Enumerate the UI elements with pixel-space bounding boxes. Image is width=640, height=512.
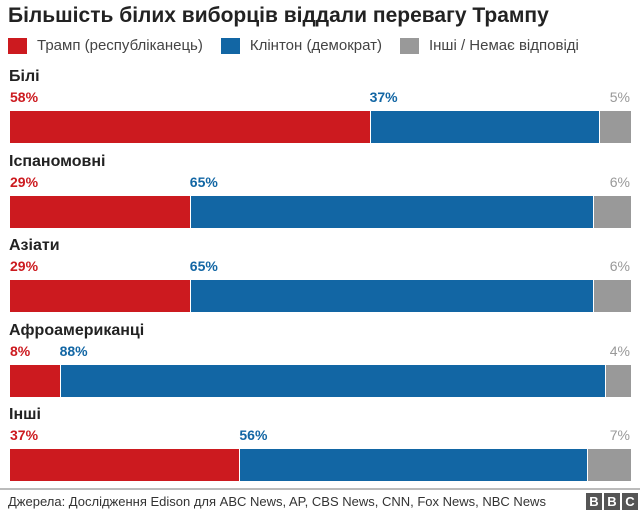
value-label-2: 7% bbox=[609, 427, 630, 443]
value-label-0: 29% bbox=[10, 173, 39, 190]
value-label-1: 88% bbox=[59, 342, 88, 359]
chart-title: Більшість білих виборців віддали переваг… bbox=[8, 4, 549, 27]
value-label-2: 6% bbox=[609, 173, 630, 190]
bar-segment-0 bbox=[10, 449, 240, 481]
legend-swatch bbox=[399, 37, 419, 54]
bbc-logo-letter: B bbox=[604, 493, 620, 510]
bar-segment-0 bbox=[10, 195, 190, 228]
legend-item-clinton: Клінтон (демократ) bbox=[220, 37, 382, 54]
value-label-1: 56% bbox=[239, 427, 268, 443]
legend-item-trump: Трамп (республіканець) bbox=[8, 37, 203, 54]
bar-segment-0 bbox=[10, 364, 60, 397]
bbc-logo-letter: B bbox=[586, 493, 602, 510]
bar-segment-1 bbox=[59, 364, 607, 397]
bar-segment-2 bbox=[599, 111, 631, 143]
bar-segment-2 bbox=[592, 280, 631, 312]
bbc-logo: B B C bbox=[586, 493, 638, 510]
legend-label: Інші / Немає відповіді bbox=[428, 37, 579, 54]
legend-swatch bbox=[220, 37, 240, 54]
value-label-2: 4% bbox=[609, 342, 630, 359]
value-label-1: 65% bbox=[189, 258, 218, 274]
bar-segment-1 bbox=[189, 280, 594, 312]
source-note: Джерела: Дослідження Edison для ABC News… bbox=[8, 494, 546, 509]
bar-segment-1 bbox=[239, 449, 588, 481]
value-label-0: 58% bbox=[10, 89, 39, 105]
legend-label: Трамп (республіканець) bbox=[37, 37, 203, 54]
category-label: Іспаномовні bbox=[9, 152, 106, 170]
value-label-0: 37% bbox=[10, 427, 39, 443]
category-label: Азіати bbox=[9, 237, 60, 254]
value-label-0: 8% bbox=[10, 342, 31, 359]
category-label: Білі bbox=[9, 68, 40, 85]
legend-swatch bbox=[8, 37, 27, 54]
bar-segment-2 bbox=[592, 195, 631, 228]
legend-label: Клінтон (демократ) bbox=[249, 37, 382, 54]
bar-segment-0 bbox=[10, 280, 190, 312]
value-label-0: 29% bbox=[10, 258, 39, 274]
category-label: Інші bbox=[9, 406, 41, 423]
value-label-2: 6% bbox=[609, 258, 630, 274]
legend-item-other: Інші / Немає відповіді bbox=[399, 37, 579, 54]
bar-segment-2 bbox=[586, 449, 631, 481]
value-label-2: 5% bbox=[609, 89, 630, 105]
bar-segment-2 bbox=[605, 364, 631, 397]
value-label-1: 37% bbox=[369, 89, 398, 105]
legend: Трамп (республіканець) Клінтон (демократ… bbox=[8, 37, 597, 54]
bbc-logo-letter: C bbox=[622, 493, 638, 510]
bar-segment-1 bbox=[369, 111, 600, 143]
bar-segment-0 bbox=[10, 111, 370, 143]
footer-divider bbox=[0, 488, 640, 490]
value-label-1: 65% bbox=[189, 173, 218, 190]
bar-segment-1 bbox=[189, 195, 594, 228]
category-label: Афроамериканці bbox=[9, 321, 145, 339]
